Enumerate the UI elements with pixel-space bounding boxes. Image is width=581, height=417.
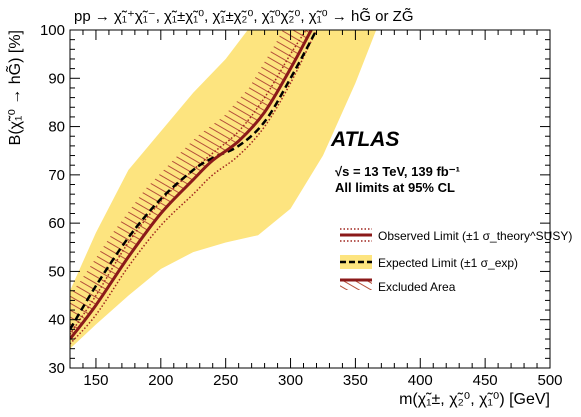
y-tick-label: 60 xyxy=(48,215,65,232)
x-tick-label: 250 xyxy=(213,372,238,389)
observed-plus-sigma-line xyxy=(70,30,307,335)
x-tick-label: 200 xyxy=(148,372,173,389)
y-tick-label: 30 xyxy=(48,360,65,377)
y-tick-label: 40 xyxy=(48,312,65,329)
excluded-hatch xyxy=(70,30,312,339)
observed-minus-sigma-line xyxy=(70,30,318,345)
x-tick-label: 150 xyxy=(83,372,108,389)
y-tick-label: 100 xyxy=(40,22,65,39)
y-axis-title: B(χ̃₁⁰ → hG̃) [%] xyxy=(4,30,24,145)
atlas-label: ATLAS xyxy=(330,128,399,151)
x-tick-label: 300 xyxy=(278,372,303,389)
x-tick-label: 350 xyxy=(343,372,368,389)
energy-lumi-label: √s = 13 TeV, 139 fb⁻¹ xyxy=(335,164,460,179)
legend-expected-label: Expected Limit (±1 σ_exp) xyxy=(378,256,518,270)
x-tick-label: 500 xyxy=(537,372,562,389)
legend-expected-swatch xyxy=(340,255,372,269)
y-tick-label: 50 xyxy=(48,263,65,280)
expected-limit-line xyxy=(70,30,318,331)
cl-label: All limits at 95% CL xyxy=(335,180,455,195)
plot-frame xyxy=(69,29,551,369)
legend: Observed Limit (±1 σ_theory^SUSY) Expect… xyxy=(340,228,572,294)
x-tick-label: 400 xyxy=(408,372,433,389)
chart-title: pp → χ̃₁⁺χ̃₁⁻, χ̃₁±χ̃₁⁰, χ̃₁±χ̃₂⁰, χ̃₁⁰χ… xyxy=(74,8,414,25)
y-tick-label: 80 xyxy=(48,119,65,136)
legend-excluded-label: Excluded Area xyxy=(378,280,456,294)
x-axis-title: m(χ̃₁±, χ̃₂⁰, χ̃₁⁰) [GeV] xyxy=(399,391,550,408)
x-tick-label: 450 xyxy=(473,372,498,389)
expected-band xyxy=(70,30,377,349)
y-tick-label: 90 xyxy=(48,70,65,87)
legend-excluded-swatch xyxy=(340,280,372,290)
y-tick-label: 70 xyxy=(48,167,65,184)
legend-observed-label: Observed Limit (±1 σ_theory^SUSY) xyxy=(378,229,572,243)
observed-limit-line xyxy=(70,30,313,340)
